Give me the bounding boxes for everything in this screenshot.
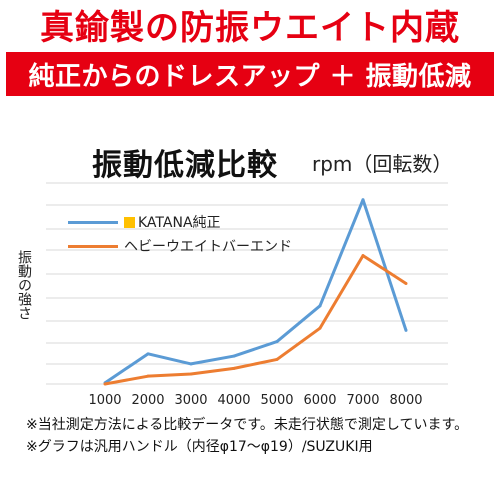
data-point <box>189 372 193 376</box>
footnotes: ※当社測定方法による比較データです。未走行状態で測定しています。 ※グラフは汎用… <box>26 414 496 458</box>
data-point <box>361 198 365 202</box>
legend-marker-icon <box>124 216 135 228</box>
headline: 真鍮製の防振ウエイト内蔵 <box>40 7 460 48</box>
x-tick-label: 4000 <box>217 393 250 408</box>
data-point <box>189 362 193 366</box>
x-tick-label: 1000 <box>88 393 121 408</box>
legend-line-heavy <box>68 244 118 248</box>
data-point <box>318 304 322 308</box>
banner: 純正からのドレスアップ ＋ 振動低減 <box>6 52 494 96</box>
footnote-2: ※グラフは汎用ハンドル（内径φ17〜φ19）/SUZUKI用 <box>26 439 373 455</box>
x-tick-label: 3000 <box>174 393 207 408</box>
legend-item-katana: KATANA純正 <box>68 210 292 234</box>
data-point <box>103 382 107 386</box>
x-tick-label: 8000 <box>389 393 422 408</box>
series-line-heavy <box>104 254 407 386</box>
data-point <box>404 282 408 285</box>
data-point <box>318 326 322 330</box>
legend-label-katana: KATANA純正 <box>138 215 221 231</box>
x-tick-label: 2000 <box>131 393 164 408</box>
data-point <box>146 352 150 356</box>
data-point <box>275 357 279 361</box>
legend: KATANA純正 ヘビーウエイトバーエンド <box>68 210 292 258</box>
legend-item-heavy: ヘビーウエイトバーエンド <box>68 234 292 258</box>
x-tick-label: 7000 <box>346 393 379 408</box>
footnote-1: ※当社測定方法による比較データです。未走行状態で測定しています。 <box>26 417 469 433</box>
data-point <box>232 366 236 370</box>
chart-unit-label: rpm（回転数） <box>312 152 453 176</box>
data-point <box>146 374 150 378</box>
chart-title: 振動低減比較 <box>92 148 278 183</box>
data-point <box>361 254 365 258</box>
x-tick-label: 5000 <box>260 393 293 408</box>
series-line-katana <box>104 198 408 385</box>
legend-line-katana <box>68 220 118 224</box>
data-point <box>232 354 236 358</box>
legend-label-heavy: ヘビーウエイトバーエンド <box>124 239 292 255</box>
y-axis-label: 振動の強さ <box>16 250 32 320</box>
data-point <box>404 328 408 332</box>
x-tick-label: 6000 <box>303 393 336 408</box>
data-point <box>275 340 279 344</box>
